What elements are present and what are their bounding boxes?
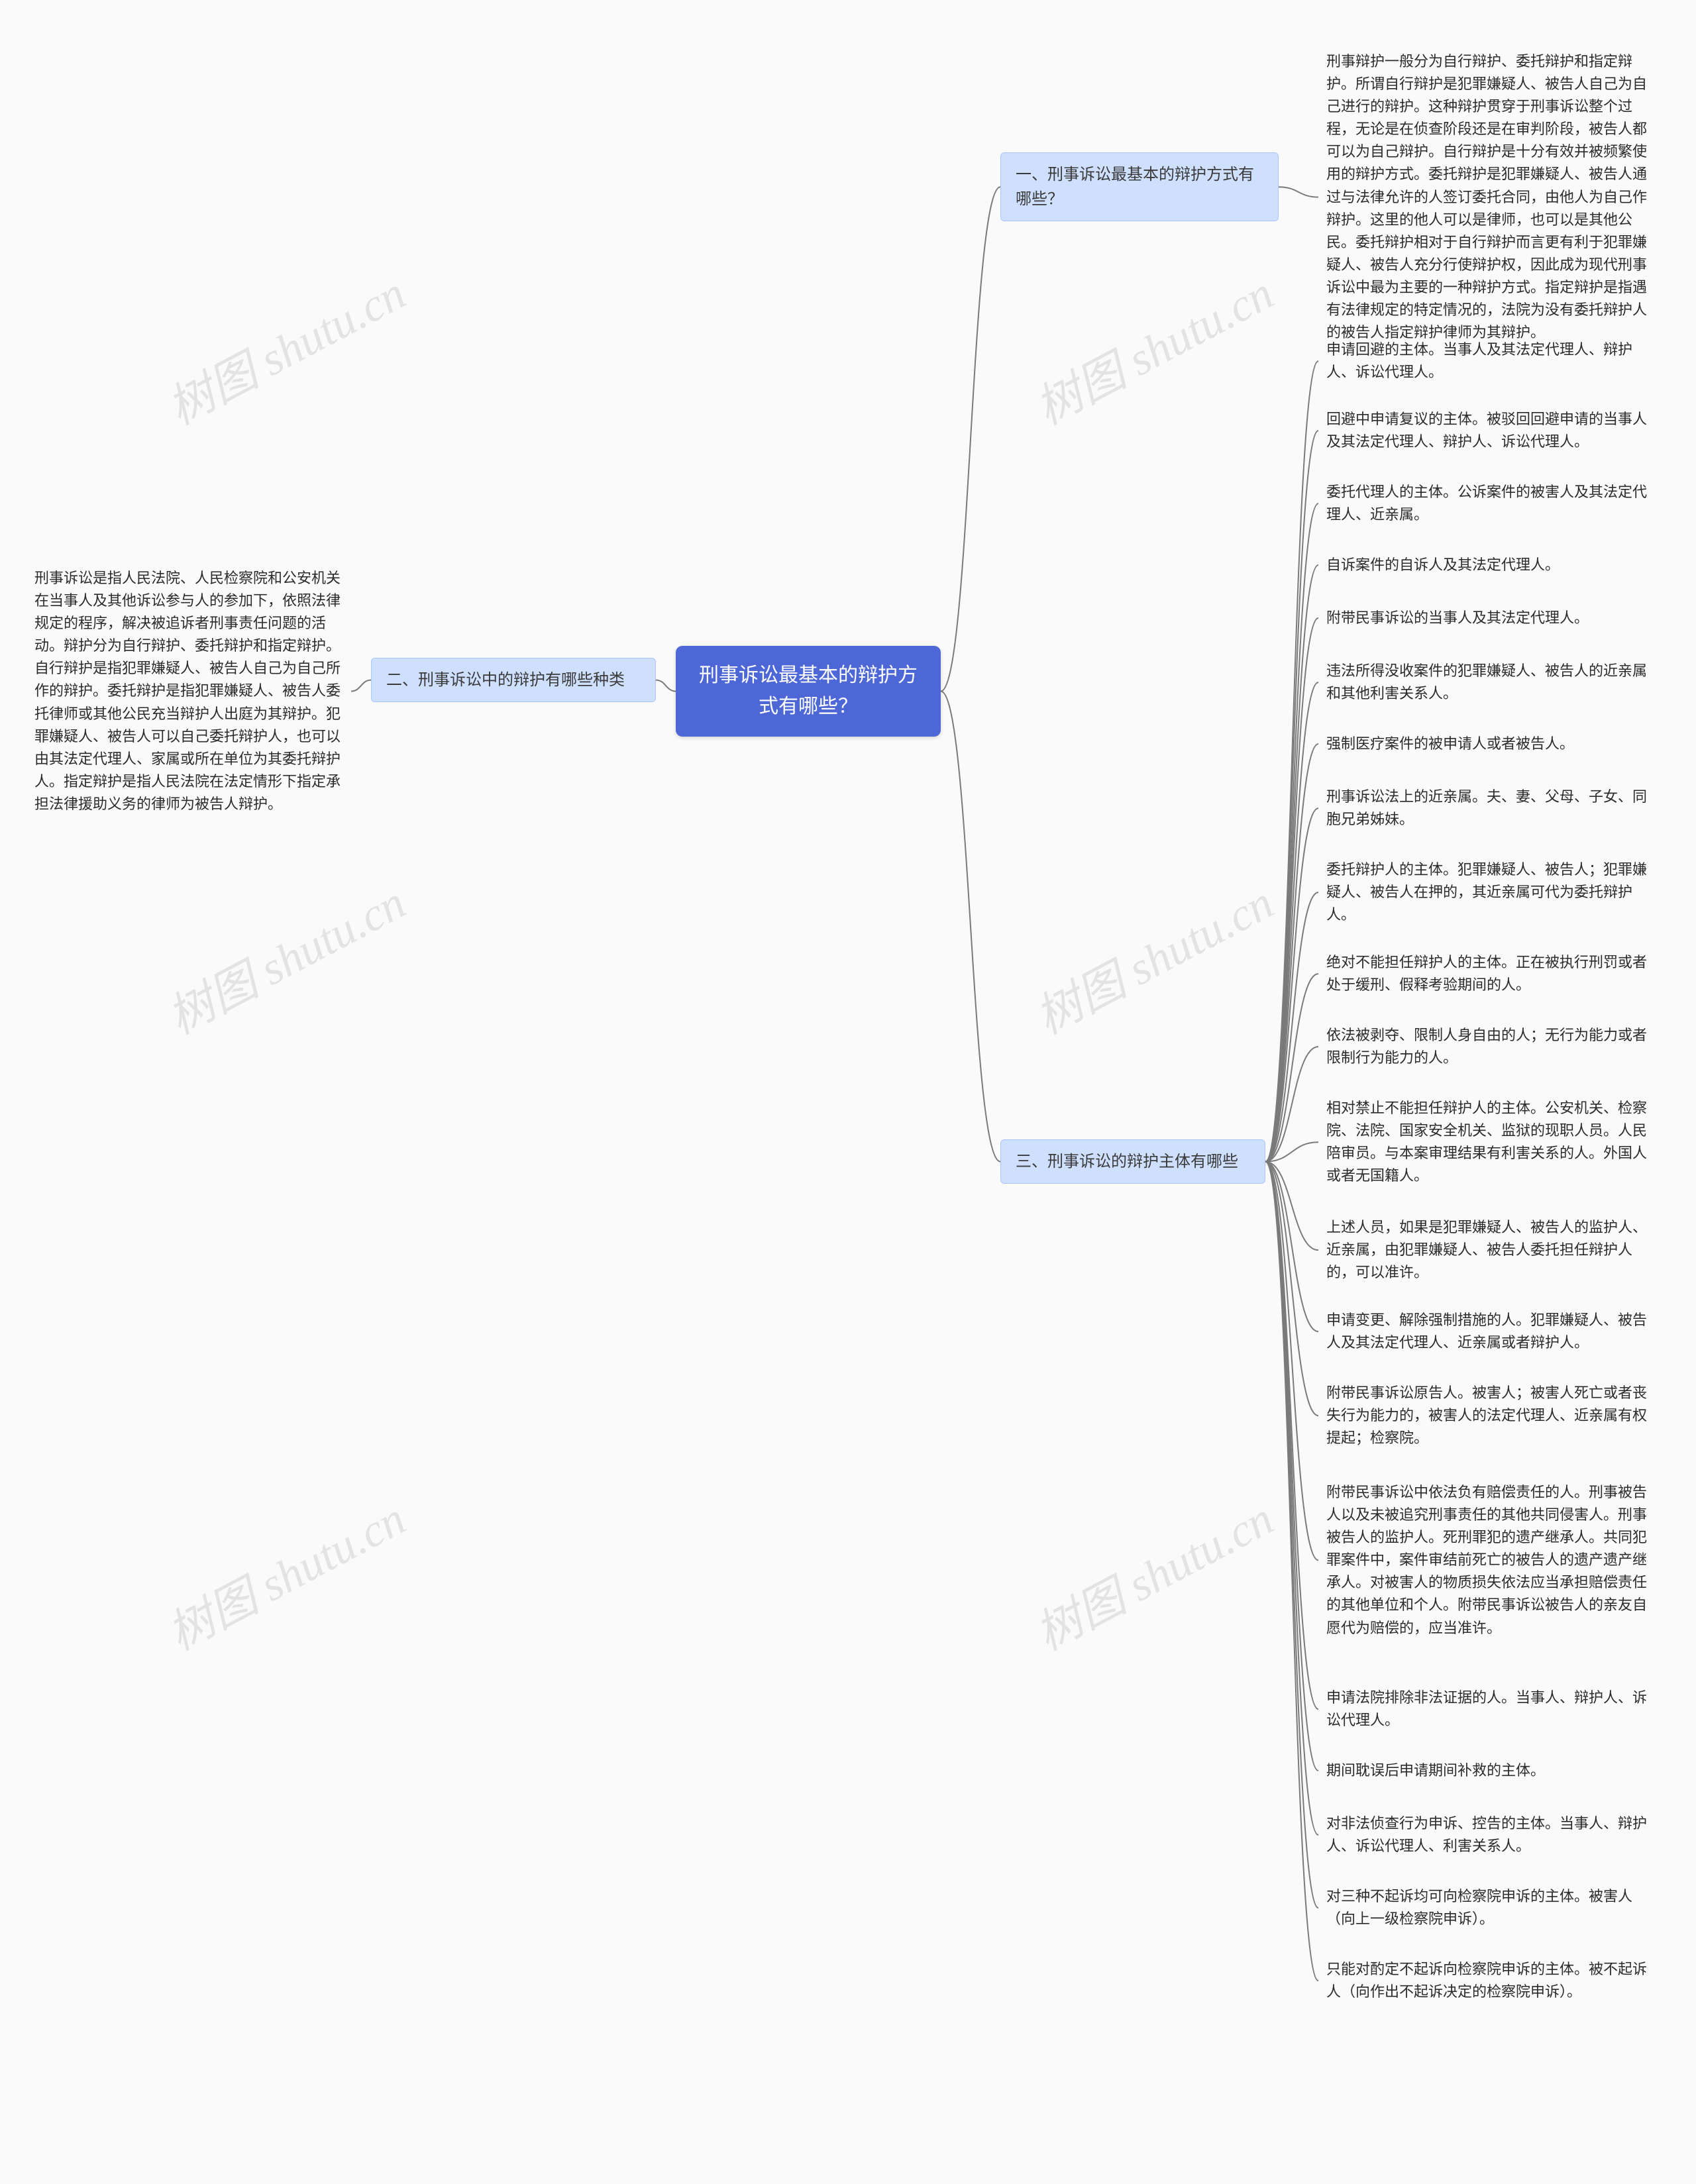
node-leaf-right-2-21: 只能对酌定不起诉向检察院申诉的主体。被不起诉人（向作出不起诉决定的检察院申诉）。 <box>1318 1954 1663 2007</box>
mindmap-canvas: 刑事诉讼最基本的辩护方式有哪些？ 二、刑事诉讼中的辩护有哪些种类 一、刑事诉讼最基本… <box>0 0 1696 2184</box>
watermark: 树图 shutu.cn <box>154 866 415 1047</box>
node-leaf-right-2-13: 上述人员，如果是犯罪嫌疑人、被告人的监护人、近亲属，由犯罪嫌疑人、被告人委托担任… <box>1318 1212 1663 1288</box>
node-leaf-right-2-19: 对非法侦查行为申诉、控告的主体。当事人、辩护人、诉讼代理人、利害关系人。 <box>1318 1808 1663 1861</box>
node-leaf-right-2-14: 申请变更、解除强制措施的人。犯罪嫌疑人、被告人及其法定代理人、近亲属或者辩护人。 <box>1318 1305 1663 1358</box>
node-leaf-right-2-16: 附带民事诉讼中依法负有赔偿责任的人。刑事被告人以及未被追究刑事责任的其他共同侵害… <box>1318 1477 1663 1643</box>
node-main-left: 二、刑事诉讼中的辩护有哪些种类 <box>371 658 656 702</box>
node-leaf-right-2-17: 申请法院排除非法证据的人。当事人、辩护人、诉讼代理人。 <box>1318 1683 1663 1736</box>
node-leaf-right-2-12: 相对禁止不能担任辩护人的主体。公安机关、检察院、法院、国家安全机关、监狱的现职人… <box>1318 1093 1663 1191</box>
node-leaf-right-2-18: 期间耽误后申请期间补救的主体。 <box>1318 1755 1663 1786</box>
node-leaf-left-1: 刑事诉讼是指人民法院、人民检察院和公安机关在当事人及其他诉讼参与人的参加下，依照… <box>26 563 351 819</box>
node-leaf-right-2-8: 刑事诉讼法上的近亲属。夫、妻、父母、子女、同胞兄弟姊妹。 <box>1318 782 1663 835</box>
node-main-right-2: 三、刑事诉讼的辩护主体有哪些 <box>1000 1139 1265 1184</box>
node-leaf-right-2-4: 自诉案件的自诉人及其法定代理人。 <box>1318 550 1663 580</box>
node-main-right-1: 一、刑事诉讼最基本的辩护方式有哪些？ <box>1000 152 1279 221</box>
node-leaf-right-2-3: 委托代理人的主体。公诉案件的被害人及其法定代理人、近亲属。 <box>1318 477 1663 530</box>
node-leaf-right-2-9: 委托辩护人的主体。犯罪嫌疑人、被告人；犯罪嫌疑人、被告人在押的，其近亲属可代为委… <box>1318 855 1663 930</box>
node-leaf-right-2-11: 依法被剥夺、限制人身自由的人；无行为能力或者限制行为能力的人。 <box>1318 1020 1663 1073</box>
watermark: 树图 shutu.cn <box>154 1482 415 1663</box>
node-leaf-right-2-1: 申请回避的主体。当事人及其法定代理人、辩护人、诉讼代理人。 <box>1318 335 1663 388</box>
node-leaf-right-2-5: 附带民事诉讼的当事人及其法定代理人。 <box>1318 603 1663 633</box>
watermark: 树图 shutu.cn <box>154 256 415 438</box>
watermark: 树图 shutu.cn <box>1022 866 1283 1047</box>
node-leaf-right-2-15: 附带民事诉讼原告人。被害人；被害人死亡或者丧失行为能力的，被害人的法定代理人、近… <box>1318 1378 1663 1453</box>
node-leaf-right-2-20: 对三种不起诉均可向检察院申诉的主体。被害人（向上一级检察院申诉）。 <box>1318 1881 1663 1934</box>
node-leaf-right-1-1: 刑事辩护一般分为自行辩护、委托辩护和指定辩护。所谓自行辩护是犯罪嫌疑人、被告人自… <box>1318 46 1663 348</box>
watermark: 树图 shutu.cn <box>1022 1482 1283 1663</box>
node-center: 刑事诉讼最基本的辩护方式有哪些？ <box>676 646 941 737</box>
watermark: 树图 shutu.cn <box>1022 256 1283 438</box>
node-leaf-right-2-6: 违法所得没收案件的犯罪嫌疑人、被告人的近亲属和其他利害关系人。 <box>1318 656 1663 709</box>
node-leaf-right-2-10: 绝对不能担任辩护人的主体。正在被执行刑罚或者处于缓刑、假释考验期间的人。 <box>1318 947 1663 1000</box>
node-leaf-right-2-2: 回避中申请复议的主体。被驳回回避申请的当事人及其法定代理人、辩护人、诉讼代理人。 <box>1318 404 1663 457</box>
node-leaf-right-2-7: 强制医疗案件的被申请人或者被告人。 <box>1318 729 1663 759</box>
